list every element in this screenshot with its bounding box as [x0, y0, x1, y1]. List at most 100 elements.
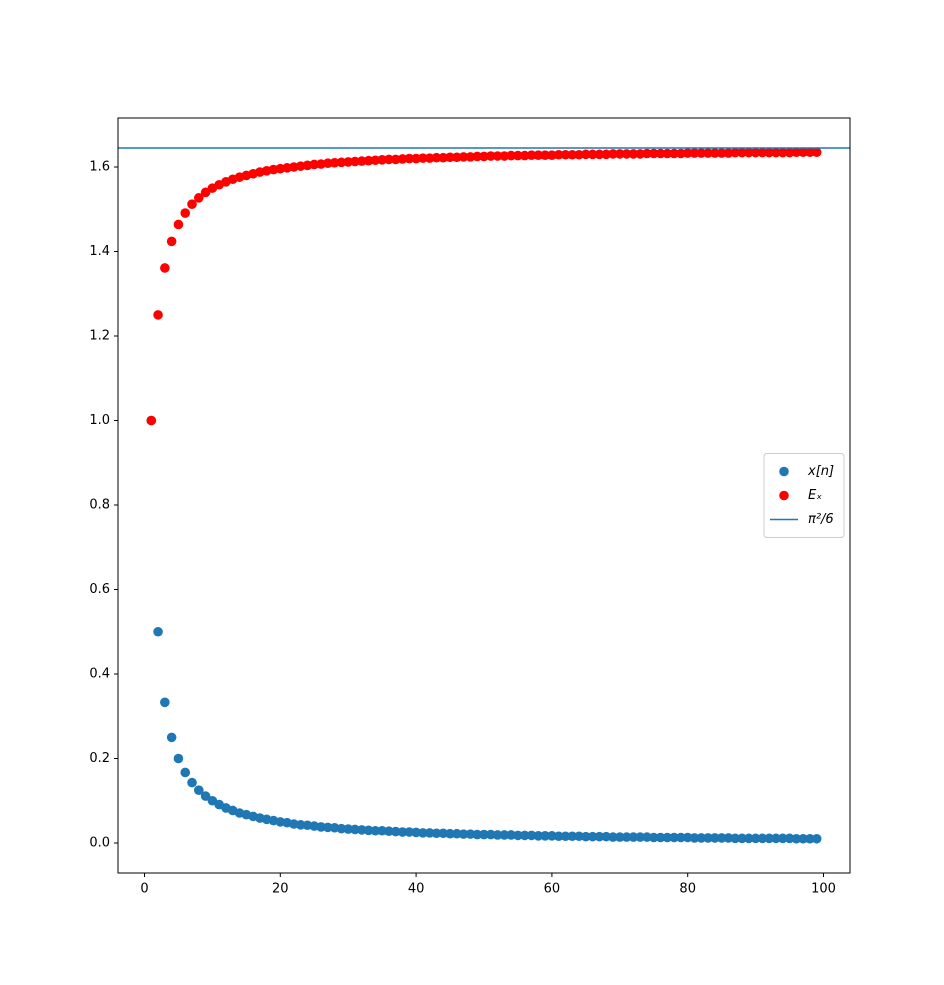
point [438, 828, 449, 839]
point [485, 151, 496, 161]
point [309, 159, 320, 170]
point [153, 626, 163, 637]
point [323, 822, 333, 833]
point [628, 832, 639, 842]
point [424, 153, 435, 163]
point [710, 833, 720, 843]
point [540, 831, 550, 841]
point [560, 149, 571, 160]
x-tick-label: 60 [544, 882, 561, 897]
point [648, 148, 659, 159]
point [411, 153, 421, 164]
point [499, 151, 510, 161]
y-tick-label: 1.6 [89, 160, 110, 175]
point [479, 151, 489, 162]
point [472, 829, 483, 840]
point [377, 155, 387, 165]
point [465, 829, 476, 839]
point [363, 155, 374, 166]
point [662, 832, 673, 843]
point [621, 149, 632, 159]
point [452, 152, 462, 163]
point [587, 831, 598, 842]
point [791, 147, 802, 158]
point [560, 831, 571, 842]
point [682, 832, 693, 843]
point [187, 199, 197, 209]
point [431, 828, 442, 839]
point [737, 833, 747, 844]
point [533, 150, 544, 160]
point [445, 828, 455, 839]
legend-marker [779, 466, 789, 477]
point [452, 828, 462, 839]
point [716, 833, 727, 843]
point [180, 208, 191, 218]
legend-label: Eₓ [808, 488, 822, 503]
point [669, 832, 679, 843]
point [574, 831, 584, 842]
point [418, 153, 428, 163]
point [519, 830, 530, 841]
point [703, 148, 713, 158]
point [676, 148, 686, 159]
point [655, 148, 666, 159]
legend-label: x[n] [807, 464, 834, 479]
point [737, 147, 747, 158]
point [343, 824, 353, 834]
point [750, 147, 761, 158]
point [615, 149, 625, 159]
point [594, 831, 605, 842]
point [669, 148, 679, 159]
point [397, 154, 408, 164]
point [703, 833, 713, 843]
point [173, 753, 184, 764]
point [757, 833, 768, 844]
point [601, 149, 612, 160]
point [458, 152, 469, 162]
point [744, 147, 754, 158]
point [553, 149, 564, 160]
point [465, 152, 476, 162]
point [676, 832, 686, 843]
point [628, 149, 639, 159]
x-tick-label: 20 [272, 882, 289, 897]
legend: x[n] Eₓ π²/6 [763, 453, 845, 538]
point [635, 149, 645, 159]
x-tick-label: 0 [140, 882, 148, 897]
point [567, 831, 578, 842]
point [764, 833, 774, 844]
x-tick-label: 100 [811, 882, 836, 897]
point [316, 822, 326, 832]
point [744, 833, 754, 844]
point [160, 697, 170, 708]
point [710, 148, 720, 158]
legend-label: π²/6 [808, 512, 834, 527]
point [764, 147, 774, 158]
point [153, 310, 163, 320]
point [404, 827, 415, 837]
point [777, 833, 788, 844]
point [160, 263, 170, 273]
point [771, 833, 781, 844]
point [771, 147, 781, 158]
point [479, 829, 489, 840]
y-tick-label: 0.6 [89, 582, 110, 597]
point [547, 150, 557, 160]
point [811, 147, 822, 158]
point [655, 832, 666, 843]
y-tick-label: 0.0 [89, 836, 110, 851]
point [601, 831, 612, 842]
point [418, 828, 428, 838]
point [194, 785, 204, 795]
point [642, 148, 652, 159]
y-tick-label: 0.8 [89, 498, 110, 513]
point [336, 823, 347, 834]
point [777, 147, 788, 158]
point [445, 152, 455, 163]
y-tick-label: 0.4 [89, 667, 110, 682]
point [662, 148, 673, 159]
point [540, 150, 550, 160]
point [567, 149, 578, 160]
